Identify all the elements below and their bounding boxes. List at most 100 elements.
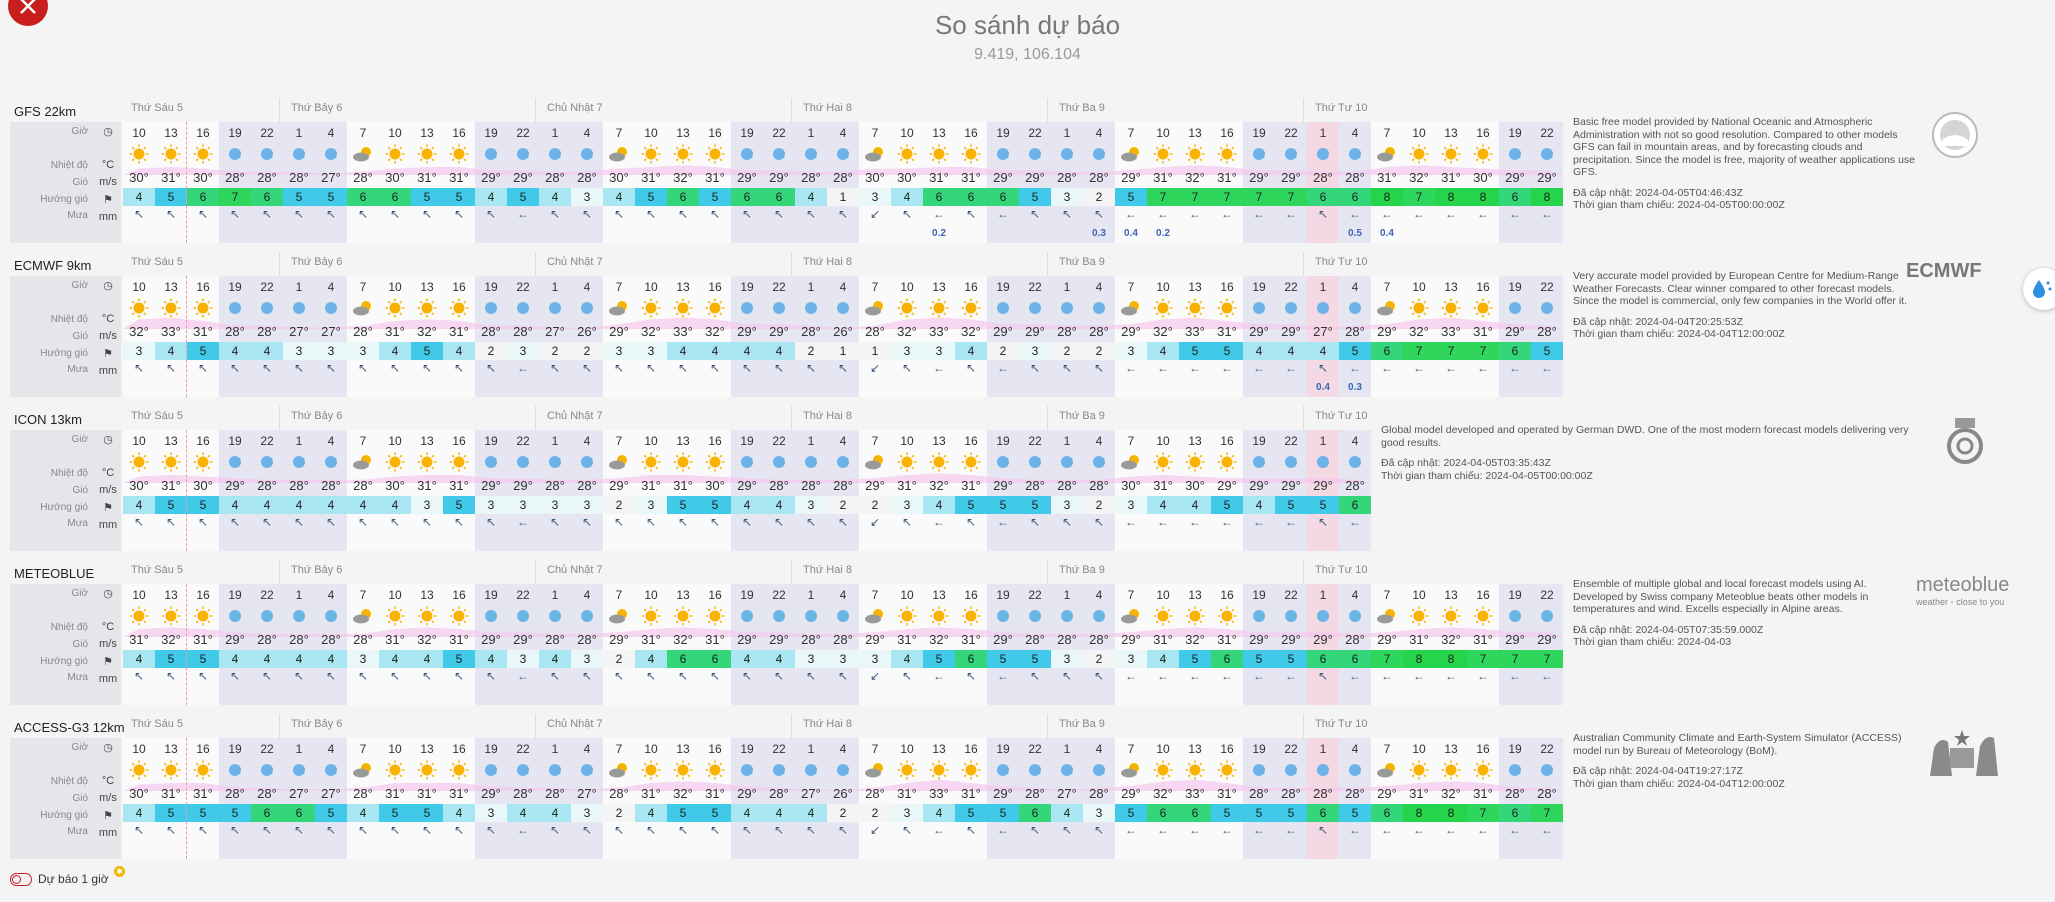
wind-direction-icon: ↖ xyxy=(133,669,145,683)
hourly-forecast-toggle[interactable]: Dự báo 1 giờ ✱ xyxy=(10,866,125,886)
temperature-value: 31° xyxy=(1441,170,1461,185)
rain-radar-button[interactable] xyxy=(2023,268,2055,310)
hour-label: 22 xyxy=(772,742,786,756)
hour-label: 16 xyxy=(964,280,978,294)
meteoblue-tagline: weather ◦ close to you xyxy=(1916,597,2005,607)
wind-direction-icon: ← xyxy=(1285,361,1297,375)
close-button[interactable] xyxy=(8,0,48,26)
weather-cell xyxy=(347,760,379,780)
wind-direction-icon: ← xyxy=(933,823,945,837)
weather-cell xyxy=(443,298,475,318)
night-shade xyxy=(219,738,347,859)
hour-label: 16 xyxy=(196,126,210,140)
toggle-switch[interactable] xyxy=(10,872,32,886)
hour-label: 16 xyxy=(964,742,978,756)
meteoblue-logo: meteoblue weather ◦ close to you xyxy=(1916,574,2009,607)
wind-speed-value: 5 xyxy=(155,188,187,206)
temperature-value: 28° xyxy=(321,478,341,493)
weather-cell xyxy=(1499,144,1531,164)
wind-speed-value: 8 xyxy=(1435,650,1467,668)
wind-speed-value: 5 xyxy=(1019,188,1051,206)
temperature-value: 28° xyxy=(801,478,821,493)
sun-icon xyxy=(961,760,981,780)
hour-label: 22 xyxy=(772,434,786,448)
wind-speed-value: 7 xyxy=(1499,650,1531,668)
wind-direction-icon: ← xyxy=(1125,207,1137,221)
weather-cell xyxy=(1147,606,1179,626)
hour-label: 4 xyxy=(839,126,847,140)
hour-label: 1 xyxy=(551,280,559,294)
row-label-rain: Mưa xyxy=(67,364,88,375)
weather-cell xyxy=(699,452,731,472)
wind-direction-icon: ↖ xyxy=(1061,361,1073,375)
temperature-value: 31° xyxy=(417,786,437,801)
wind-speed-value: 6 xyxy=(283,804,315,822)
sun-icon xyxy=(1153,606,1173,626)
hour-label: 13 xyxy=(1444,588,1458,602)
moon-icon xyxy=(1093,302,1105,314)
weather-cell xyxy=(603,298,635,318)
moon-icon xyxy=(1253,610,1265,622)
description-text: Australian Community Climate and Earth-S… xyxy=(1573,732,1902,757)
wind-direction-icon: ← xyxy=(1541,669,1553,683)
clock-icon: ◷ xyxy=(103,742,113,754)
weather-cell xyxy=(667,452,699,472)
wind-direction-icon: ← xyxy=(1157,207,1169,221)
wind-direction-icon: ↖ xyxy=(613,823,625,837)
weather-cell xyxy=(1243,144,1275,164)
model-name: METEOBLUE xyxy=(14,566,95,581)
temperature-curve xyxy=(123,317,1563,329)
hour-label: 1 xyxy=(551,434,559,448)
hour-label: 22 xyxy=(1028,126,1042,140)
hour-label: 19 xyxy=(228,742,242,756)
wind-direction-icon: ↙ xyxy=(869,207,881,221)
weather-cell xyxy=(1307,452,1339,472)
wind-direction-icon: ↖ xyxy=(709,207,721,221)
weather-cell xyxy=(155,144,187,164)
hour-label: 19 xyxy=(1508,742,1522,756)
hour-label: 7 xyxy=(359,742,367,756)
wind-speed-value: 3 xyxy=(347,342,379,360)
weather-cell xyxy=(1051,452,1083,472)
night-shade xyxy=(987,122,1115,243)
row-label-hour: Giờ xyxy=(71,280,88,291)
hour-label: 22 xyxy=(1540,126,1554,140)
partly-cloudy-icon xyxy=(609,455,627,470)
wind-speed-value: 5 xyxy=(1211,804,1243,822)
rain-unit: mm xyxy=(98,519,118,531)
temperature-value: 28° xyxy=(1505,786,1525,801)
weather-cell xyxy=(635,606,667,626)
hour-label: 7 xyxy=(871,126,879,140)
sun-icon xyxy=(673,606,693,626)
temperature-value: 29° xyxy=(1121,786,1141,801)
wind-direction-icon: ↖ xyxy=(837,361,849,375)
wind-direction-icon: ← xyxy=(1445,823,1457,837)
moon-icon xyxy=(1061,302,1073,314)
moon-icon xyxy=(549,764,561,776)
wind-speed-value: 4 xyxy=(891,650,923,668)
moon-icon xyxy=(1541,610,1553,622)
sun-icon xyxy=(449,144,469,164)
moon-icon xyxy=(741,764,753,776)
wind-speed-value: 3 xyxy=(1115,496,1147,514)
weather-cell xyxy=(123,144,155,164)
weather-cell xyxy=(1051,298,1083,318)
hour-label: 4 xyxy=(839,434,847,448)
night-shade xyxy=(219,122,347,243)
sun-icon xyxy=(641,606,661,626)
wind-speed-value: 4 xyxy=(219,342,251,360)
wind-speed-value: 4 xyxy=(123,804,155,822)
row-label-wind: Gió xyxy=(72,793,88,804)
weather-cell xyxy=(379,452,411,472)
temperature-value: 31° xyxy=(161,170,181,185)
hour-label: 13 xyxy=(676,588,690,602)
hour-label: 10 xyxy=(132,434,146,448)
wind-speed-value: 7 xyxy=(1371,650,1403,668)
temperature-value: 29° xyxy=(1025,324,1045,339)
row-label-wind: Gió xyxy=(72,639,88,650)
weather-cell xyxy=(1019,606,1051,626)
temperature-value: 28° xyxy=(1345,324,1365,339)
wind-speed-value: 4 xyxy=(379,650,411,668)
moon-icon xyxy=(741,610,753,622)
moon-icon xyxy=(229,302,241,314)
